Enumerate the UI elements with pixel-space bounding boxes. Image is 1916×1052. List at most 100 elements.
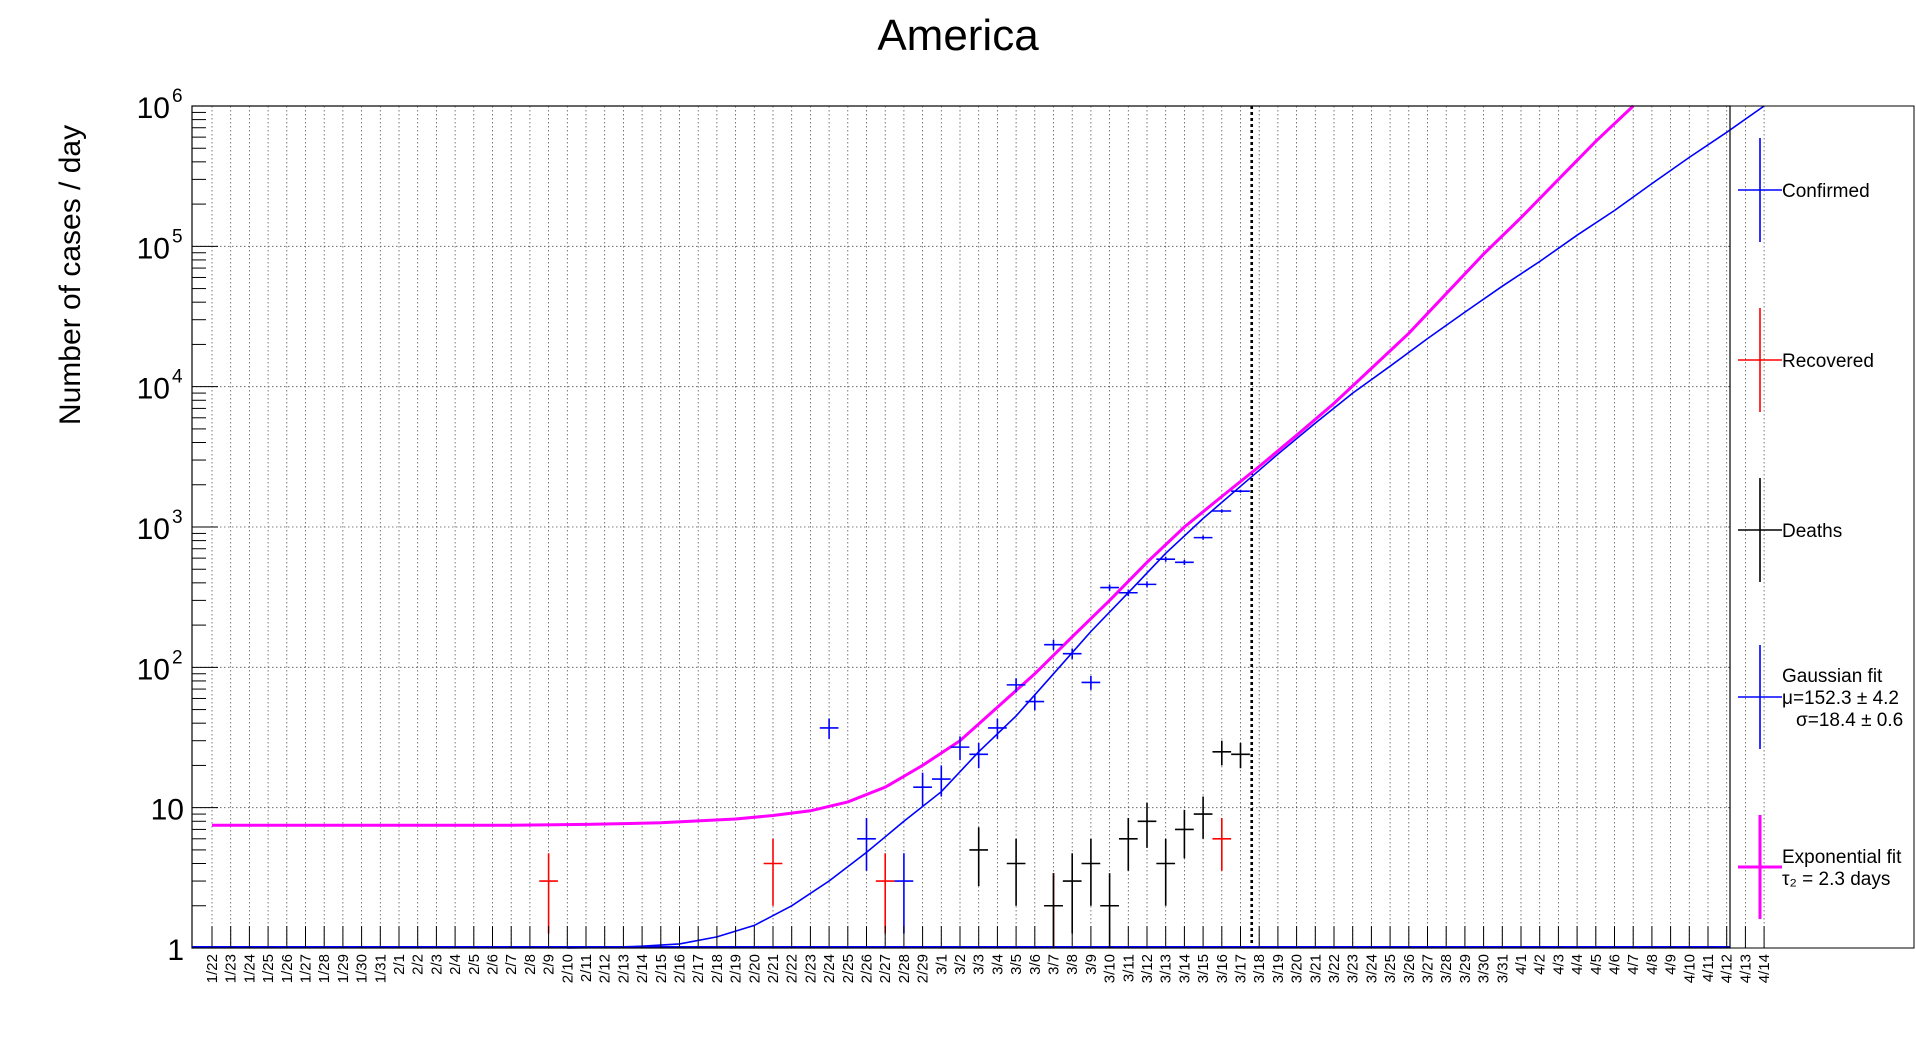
x-tick-label: 2/13: [615, 954, 632, 983]
legend-label: Recovered: [1782, 351, 1874, 372]
y-tick-exponent: 3: [172, 507, 183, 528]
x-tick-label: 2/15: [653, 954, 670, 983]
y-axis-label: Number of cases / day: [54, 125, 87, 425]
legend-label: Confirmed: [1782, 181, 1870, 202]
x-tick-label: 3/21: [1307, 954, 1324, 983]
x-tick-label: 3/9: [1083, 954, 1100, 975]
x-tick-label: 3/25: [1382, 954, 1399, 983]
x-tick-label: 3/8: [1064, 954, 1081, 975]
x-tick-label: 2/26: [859, 954, 876, 983]
x-tick-label: 3/10: [1102, 954, 1119, 983]
x-tick-label: 2/9: [541, 954, 558, 975]
gaussian-fit-curve: [567, 105, 1765, 949]
x-tick-label: 3/28: [1438, 954, 1455, 983]
x-tick-label: 4/7: [1625, 954, 1642, 975]
x-tick-label: 4/5: [1588, 954, 1605, 975]
x-tick-label: 4/1: [1513, 954, 1530, 975]
legend-label: Deaths: [1782, 521, 1842, 542]
x-tick-label: 1/25: [260, 954, 277, 983]
x-tick-label: 3/13: [1158, 954, 1175, 983]
x-tick-label: 3/24: [1363, 954, 1380, 983]
x-tick-label: 3/2: [952, 954, 969, 975]
y-tick-label: 1: [167, 934, 184, 967]
chart-title: America: [877, 11, 1039, 60]
x-tick-label: 2/12: [597, 954, 614, 983]
y-tick-label: 10: [151, 794, 184, 827]
x-tick-label: 2/18: [709, 954, 726, 983]
x-tick-label: 2/4: [447, 954, 464, 975]
x-tick-label: 1/31: [372, 954, 389, 983]
x-tick-label: 4/2: [1532, 954, 1549, 975]
x-tick-label: 3/29: [1457, 954, 1474, 983]
x-tick-label: 2/20: [746, 954, 763, 983]
y-tick-exponent: 5: [172, 226, 183, 247]
x-tick-label: 2/8: [522, 954, 539, 975]
x-tick-label: 1/26: [279, 954, 296, 983]
x-tick-label: 3/12: [1139, 954, 1156, 983]
x-tick-label: 2/1: [391, 954, 408, 975]
x-tick-label: 2/24: [821, 954, 838, 983]
x-tick-label: 1/28: [316, 954, 333, 983]
x-tick-label: 4/9: [1663, 954, 1680, 975]
x-tick-label: 2/21: [765, 954, 782, 983]
x-tick-label: 4/12: [1719, 954, 1736, 983]
x-tick-label: 3/30: [1476, 954, 1493, 983]
x-tick-label: 3/18: [1251, 954, 1268, 983]
x-tick-label: 3/6: [1027, 954, 1044, 975]
x-tick-label: 2/10: [559, 954, 576, 983]
x-tick-label: 4/8: [1644, 954, 1661, 975]
y-tick-exponent: 4: [172, 367, 183, 388]
legend: Confirmed Recovered Deaths Gaussian fitμ=15…: [1729, 105, 1915, 949]
x-tick-label: 4/4: [1569, 954, 1586, 975]
x-tick-label: 2/27: [877, 954, 894, 983]
x-tick-label: 3/14: [1176, 954, 1193, 983]
x-tick-label: 2/22: [784, 954, 801, 983]
legend-label: Exponential fit: [1782, 847, 1902, 868]
y-tick-label: 10: [137, 653, 170, 686]
x-tick-label: 3/7: [1046, 954, 1063, 975]
x-tick-label: 2/16: [672, 954, 689, 983]
x-tick-label: 4/13: [1737, 954, 1754, 983]
x-tick-label: 3/27: [1420, 954, 1437, 983]
legend-label: Gaussian fit: [1782, 666, 1883, 687]
x-tick-label: 2/29: [915, 954, 932, 983]
x-tick-label: 3/4: [989, 954, 1006, 975]
x-tick-label: 2/11: [578, 954, 595, 982]
x-tick-label: 1/29: [335, 954, 352, 983]
x-tick-label: 2/7: [503, 954, 520, 975]
x-tick-label: 2/17: [690, 954, 707, 983]
x-tick-label: 2/2: [410, 954, 427, 975]
x-tick-label: 3/31: [1494, 954, 1511, 983]
x-tick-label: 1/22: [204, 954, 221, 983]
x-tick-label: 4/11: [1700, 954, 1717, 982]
x-tick-label: 3/17: [1233, 954, 1250, 983]
x-tick-label: 1/23: [223, 954, 240, 983]
x-tick-label: 2/28: [896, 954, 913, 983]
exponential-fit-curve: [212, 104, 1635, 827]
x-tick-label: 1/24: [241, 954, 258, 983]
x-tick-label: 3/16: [1214, 954, 1231, 983]
x-tick-label: 1/30: [354, 954, 371, 983]
x-tick-label: 4/6: [1607, 954, 1624, 975]
legend-label: τ₂ = 2.3 days: [1782, 869, 1890, 890]
x-tick-label: 2/6: [485, 954, 502, 975]
x-tick-label: 3/26: [1401, 954, 1418, 983]
y-tick-label: 10: [137, 513, 170, 546]
y-tick-label: 10: [137, 373, 170, 406]
x-tick-label: 3/19: [1270, 954, 1287, 983]
x-tick-label: 2/5: [466, 954, 483, 975]
legend-label: μ=152.3 ± 4.2: [1782, 688, 1899, 709]
y-tick-exponent: 6: [172, 86, 183, 107]
x-tick-label: 2/14: [634, 954, 651, 983]
x-tick-label: 2/23: [802, 954, 819, 983]
legend-label: σ=18.4 ± 0.6: [1796, 710, 1903, 731]
x-tick-label: 4/10: [1681, 954, 1698, 983]
x-tick-label: 3/20: [1289, 954, 1306, 983]
x-tick-label: 3/23: [1345, 954, 1362, 983]
legend-box: [1729, 105, 1915, 949]
x-tick-label: 3/15: [1195, 954, 1212, 983]
x-tick-label: 1/27: [298, 954, 315, 983]
y-tick-exponent: 2: [172, 647, 183, 668]
x-tick-label: 4/3: [1550, 954, 1567, 975]
